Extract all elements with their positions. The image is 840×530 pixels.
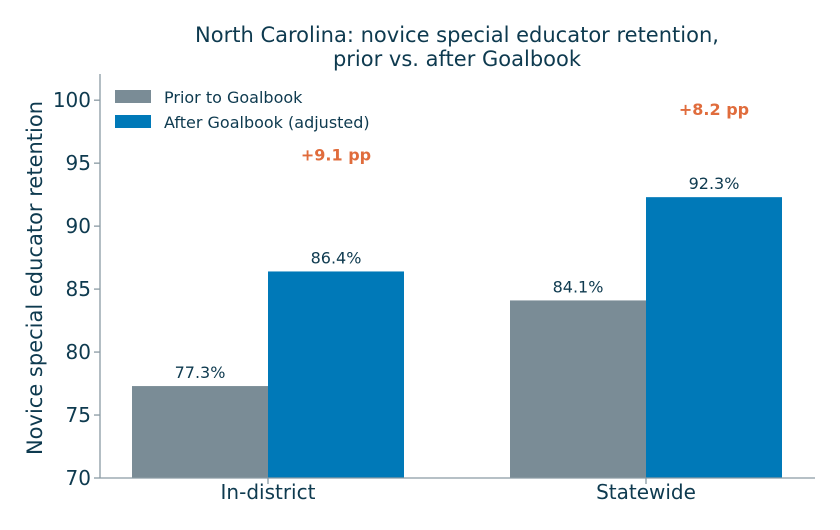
bar-prior-1: [510, 300, 646, 478]
y-tick-label: 95: [66, 151, 91, 175]
legend: Prior to Goalbook After Goalbook (adjust…: [115, 88, 370, 132]
bar-after-1: [646, 197, 782, 479]
y-tick-label: 100: [53, 88, 91, 112]
chart-title-line-2: prior vs. after Goalbook: [333, 47, 582, 71]
value-label-after-1: 92.3%: [689, 174, 740, 193]
bars-group: [132, 197, 782, 479]
value-labels-group: 77.3% 84.1% 86.4% 92.3%: [175, 174, 740, 382]
annotation-delta-1: +8.2 pp: [679, 100, 749, 119]
y-axis-label: Novice special educator retention: [23, 101, 47, 455]
y-ticks-group: 70 75 80 85 90 95 100: [53, 88, 100, 490]
x-tick-label: Statewide: [596, 480, 696, 504]
y-tick-label: 85: [66, 277, 91, 301]
legend-label-prior: Prior to Goalbook: [164, 88, 303, 107]
value-label-prior-0: 77.3%: [175, 363, 226, 382]
x-ticks-group: In-district Statewide: [221, 478, 696, 504]
chart-title-line-1: North Carolina: novice special educator …: [195, 23, 719, 47]
legend-label-after: After Goalbook (adjusted): [164, 113, 370, 132]
legend-swatch-after: [115, 115, 151, 128]
bar-prior-0: [132, 386, 268, 478]
y-tick-label: 70: [66, 466, 91, 490]
value-label-prior-1: 84.1%: [553, 277, 604, 296]
annotation-delta-0: +9.1 pp: [301, 145, 371, 164]
y-tick-label: 80: [66, 340, 91, 364]
annotations-group: +9.1 pp +8.2 pp: [301, 100, 749, 164]
y-tick-label: 90: [66, 214, 91, 238]
x-tick-label: In-district: [221, 480, 316, 504]
value-label-after-0: 86.4%: [311, 248, 362, 267]
bar-after-0: [268, 271, 404, 478]
legend-swatch-prior: [115, 90, 151, 103]
y-tick-label: 75: [66, 403, 91, 427]
